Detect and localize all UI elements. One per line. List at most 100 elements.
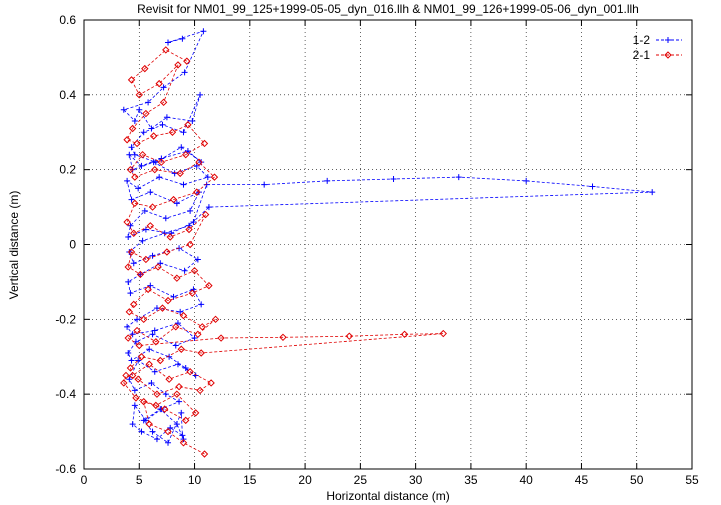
data-point [138,428,145,435]
data-point [186,222,193,229]
data-point [128,124,137,133]
data-point [125,308,134,316]
data-point [177,345,185,353]
data-point [162,215,169,222]
data-point [455,174,462,181]
data-point [193,188,201,196]
data-point [523,177,530,184]
x-tick-label: 40 [520,473,534,487]
chart-title: Revisit for NM01_99_125+1999-05-05_dyn_0… [137,2,639,16]
data-point [176,398,183,405]
data-point [189,118,196,125]
data-point [181,267,188,274]
data-point [173,390,181,398]
data-point [190,266,199,275]
data-point [138,162,145,169]
data-point [141,64,149,73]
series-line-1-2 [123,30,653,444]
data-point [148,203,157,211]
data-point [149,331,156,338]
data-point [152,338,160,346]
data-point [180,436,187,443]
data-point [191,335,198,342]
data-point [173,200,180,207]
data-point [173,274,181,282]
data-point [140,417,147,424]
data-point [168,128,177,136]
legend-marker-1-2 [665,37,671,43]
data-point [162,391,169,398]
data-point [128,371,137,380]
data-point [400,330,409,339]
data-point [158,155,165,162]
data-point [134,316,141,323]
data-point [135,185,142,192]
data-point [131,402,138,409]
data-point [165,39,172,46]
data-point [120,106,127,113]
data-point [126,151,133,158]
data-point [178,409,185,416]
data-point [165,439,172,446]
data-point [184,147,191,154]
data-point [174,361,181,368]
data-point [124,263,132,271]
data-point [176,169,184,178]
data-point [175,382,183,391]
data-point [200,139,209,148]
data-point [141,207,148,214]
data-point [126,376,133,383]
data-point [159,121,166,128]
data-point [188,289,197,297]
data-point [135,341,143,350]
data-point [185,225,193,234]
data-point [136,106,143,113]
y-axis-label: Vertical distance (m) [7,191,21,300]
data-point [146,346,153,353]
data-point [122,371,130,380]
data-point [134,375,142,383]
data-point [166,233,174,241]
data-point [157,260,164,267]
legend-marker-2-1 [664,51,672,59]
x-tick-label: 15 [243,473,257,487]
legend-label-1-2: 1-2 [633,33,651,47]
data-point [135,357,142,364]
data-point [162,46,170,54]
data-point [148,125,155,132]
data-point [127,222,134,229]
data-point [153,436,160,443]
data-point [181,69,188,76]
data-point [120,379,128,387]
y-tick-label: -0.6 [55,462,76,476]
data-point [201,210,210,219]
data-point [149,428,156,435]
data-point [181,150,190,159]
data-point [198,323,206,331]
data-point [150,159,157,166]
data-point [139,315,148,324]
data-point [163,248,171,256]
y-tick-label: 0.4 [59,88,76,102]
data-point [125,234,132,241]
data-point [261,181,268,188]
data-point [217,334,225,342]
data-point [163,114,170,121]
data-point [130,260,137,267]
data-point [126,165,135,174]
data-point [145,99,152,106]
data-point [140,129,147,136]
data-point [133,139,141,148]
data-point [279,333,287,342]
data-point [149,252,156,259]
data-point [151,368,158,375]
x-tick-label: 50 [630,473,644,487]
data-point [194,330,202,339]
data-point [128,357,135,364]
data-point [184,121,192,129]
data-point [145,420,153,428]
data-point [129,421,136,428]
data-point [164,427,172,436]
x-tick-label: 0 [81,473,88,487]
x-axis-label: Horizontal distance (m) [326,489,449,503]
